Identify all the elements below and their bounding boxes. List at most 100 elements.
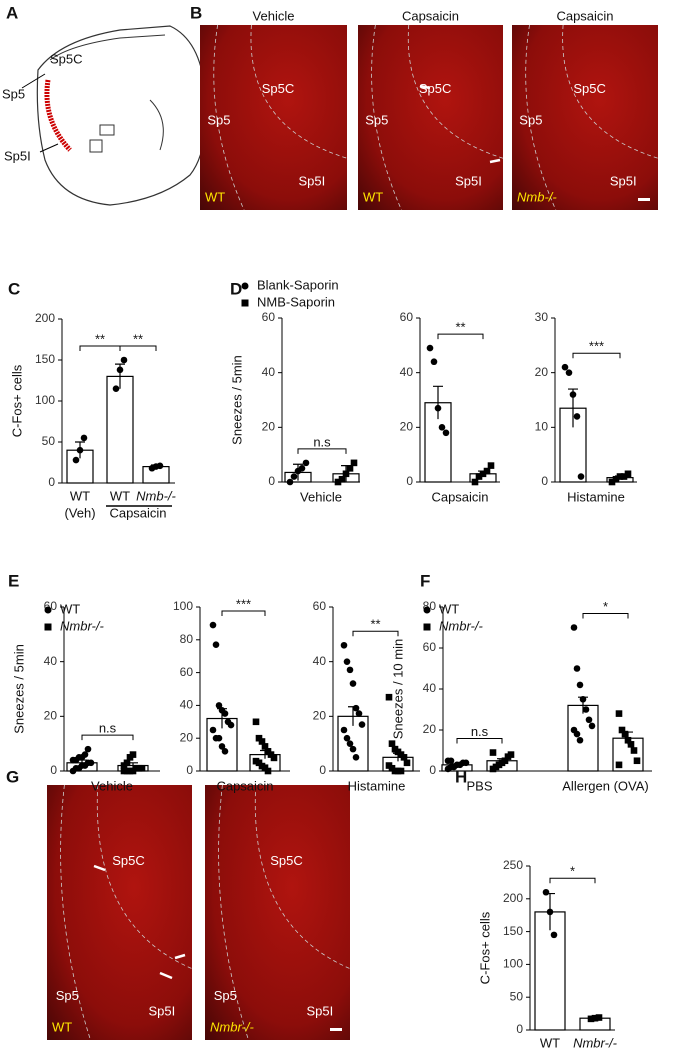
- y-tick-label: 200: [503, 891, 523, 905]
- significance-bracket: [572, 352, 621, 359]
- data-point: [340, 641, 348, 649]
- data-point: [81, 751, 89, 758]
- data-point: [252, 718, 260, 726]
- y-tick-label: 20: [423, 722, 437, 736]
- y-axis-label: Sneezes / 10 min: [390, 639, 405, 739]
- boundary: [213, 24, 245, 211]
- data-point: [479, 470, 487, 478]
- data-point: [221, 748, 229, 755]
- data-point: [44, 606, 52, 614]
- significance-label: n.s: [99, 721, 117, 736]
- x-tick-label: Nmbr-/-: [573, 1035, 617, 1050]
- data-point: [138, 764, 146, 772]
- data-point: [561, 363, 569, 371]
- panel-label: F: [420, 571, 430, 590]
- region-label: Sp5: [365, 113, 388, 128]
- data-point: [388, 740, 396, 747]
- significance-bracket: [456, 738, 503, 744]
- data-point: [355, 710, 363, 717]
- scale-bar: [638, 198, 650, 201]
- y-tick-label: 40: [180, 698, 194, 712]
- data-point: [338, 475, 346, 483]
- boundary: [250, 24, 348, 159]
- x-axis-label: Histamine: [567, 489, 625, 504]
- structure: [99, 124, 115, 136]
- arrow: [174, 953, 186, 960]
- data-point: [258, 738, 266, 745]
- genotype: WT: [52, 1019, 72, 1034]
- panel-label: B: [190, 3, 202, 22]
- data-point: [112, 385, 120, 393]
- data-point: [342, 470, 350, 478]
- data-point: [264, 767, 272, 775]
- y-tick-label: 40: [423, 681, 437, 695]
- legend-label: WT: [439, 601, 459, 616]
- panel-label: A: [6, 3, 18, 22]
- y-tick-label: 0: [319, 763, 326, 777]
- data-point: [302, 459, 310, 467]
- data-point: [612, 475, 620, 483]
- significance-bracket: [79, 345, 121, 351]
- image-title: Vehicle: [253, 8, 295, 23]
- significance-label: **: [95, 331, 105, 346]
- data-point: [87, 759, 95, 767]
- outline-inner: [49, 34, 166, 61]
- y-axis-label: C-Fos+ cells: [477, 911, 492, 984]
- y-tick-label: 100: [35, 393, 55, 407]
- y-tick-label: 0: [268, 474, 275, 488]
- data-point: [576, 736, 584, 744]
- y-tick-label: 40: [44, 654, 58, 668]
- data-point: [120, 356, 128, 364]
- y-tick-label: 40: [400, 365, 414, 379]
- data-point: [447, 757, 455, 765]
- y-tick-label: 150: [503, 924, 523, 938]
- x-sublabel: (Veh): [64, 505, 95, 520]
- y-tick-label: 60: [180, 665, 194, 679]
- data-point: [434, 404, 442, 412]
- legend-label: Blank-Saporin: [257, 277, 339, 292]
- y-tick-label: 20: [180, 730, 194, 744]
- data-point: [218, 743, 226, 750]
- data-point: [403, 759, 411, 767]
- stain-region: [44, 79, 72, 152]
- y-tick-label: 100: [173, 599, 193, 613]
- data-point: [215, 734, 223, 742]
- data-point: [627, 741, 635, 748]
- y-tick-label: 60: [423, 640, 437, 654]
- data-point: [209, 726, 217, 734]
- data-point: [423, 606, 431, 614]
- boundary: [525, 24, 557, 211]
- y-tick-label: 40: [313, 654, 327, 668]
- data-point: [343, 734, 351, 742]
- y-tick-label: 50: [42, 434, 56, 448]
- data-point: [385, 693, 393, 701]
- genotype: Nmbr-/-: [210, 1019, 254, 1034]
- data-point: [615, 710, 623, 717]
- data-point: [615, 761, 623, 769]
- data-point: [501, 757, 509, 765]
- data-point: [349, 680, 357, 687]
- data-point: [595, 1014, 603, 1021]
- data-point: [352, 754, 360, 761]
- y-tick-label: 60: [262, 310, 276, 324]
- y-tick-label: 150: [35, 352, 55, 366]
- y-tick-label: 20: [44, 709, 58, 723]
- data-point: [573, 413, 581, 420]
- x-axis-label: Capsaicin: [216, 778, 273, 793]
- pointer: [39, 143, 59, 153]
- y-tick-label: 80: [180, 632, 194, 646]
- data-point: [286, 478, 294, 486]
- y-tick-label: 40: [262, 365, 276, 379]
- region-label: Sp5C: [112, 853, 145, 868]
- y-axis-label: C-Fos+ cells: [9, 364, 24, 437]
- panel-label: E: [8, 571, 19, 590]
- significance-label: *: [603, 599, 608, 614]
- data-point: [438, 424, 446, 431]
- data-point: [565, 369, 573, 376]
- data-point: [352, 704, 360, 712]
- data-point: [340, 726, 348, 734]
- significance-bracket: [352, 630, 399, 637]
- y-tick-label: 250: [503, 858, 523, 872]
- x-axis-label: Vehicle: [300, 489, 342, 504]
- y-tick-label: 0: [50, 763, 57, 777]
